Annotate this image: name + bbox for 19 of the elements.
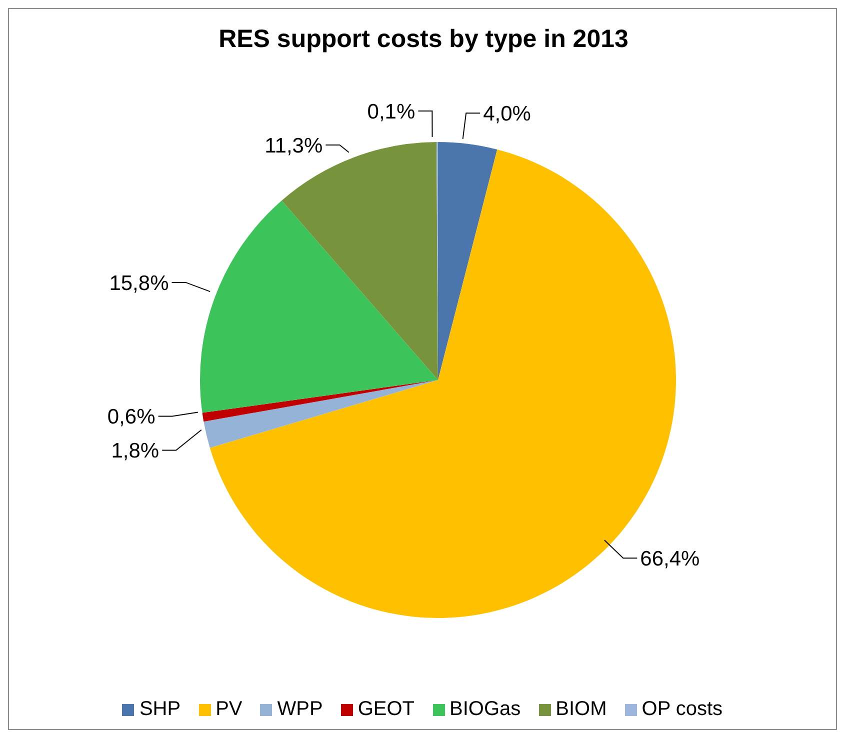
pie-slice — [204, 380, 438, 448]
pie-slice — [438, 142, 498, 380]
data-label: 15,8% — [109, 272, 169, 295]
legend-label: WPP — [277, 698, 323, 721]
data-label: 0,6% — [107, 406, 156, 429]
data-label: 4,0% — [483, 102, 531, 126]
legend-label: SHP — [139, 698, 181, 721]
legend-label: PV — [216, 698, 242, 721]
legend-label: OP costs — [642, 698, 723, 721]
pie-slice — [202, 380, 438, 422]
pie-slice — [200, 200, 438, 413]
chart-title: RES support costs by type in 2013 — [218, 25, 630, 54]
data-label: 1,8% — [111, 440, 160, 463]
data-label: 11,3% — [264, 134, 323, 158]
legend-label: GEOT — [358, 698, 414, 721]
legend-label: BIOM — [556, 698, 607, 721]
data-label: 66,4% — [640, 547, 700, 570]
legend-label: BIOGas — [450, 698, 521, 721]
data-label: 0,1% — [367, 100, 416, 124]
